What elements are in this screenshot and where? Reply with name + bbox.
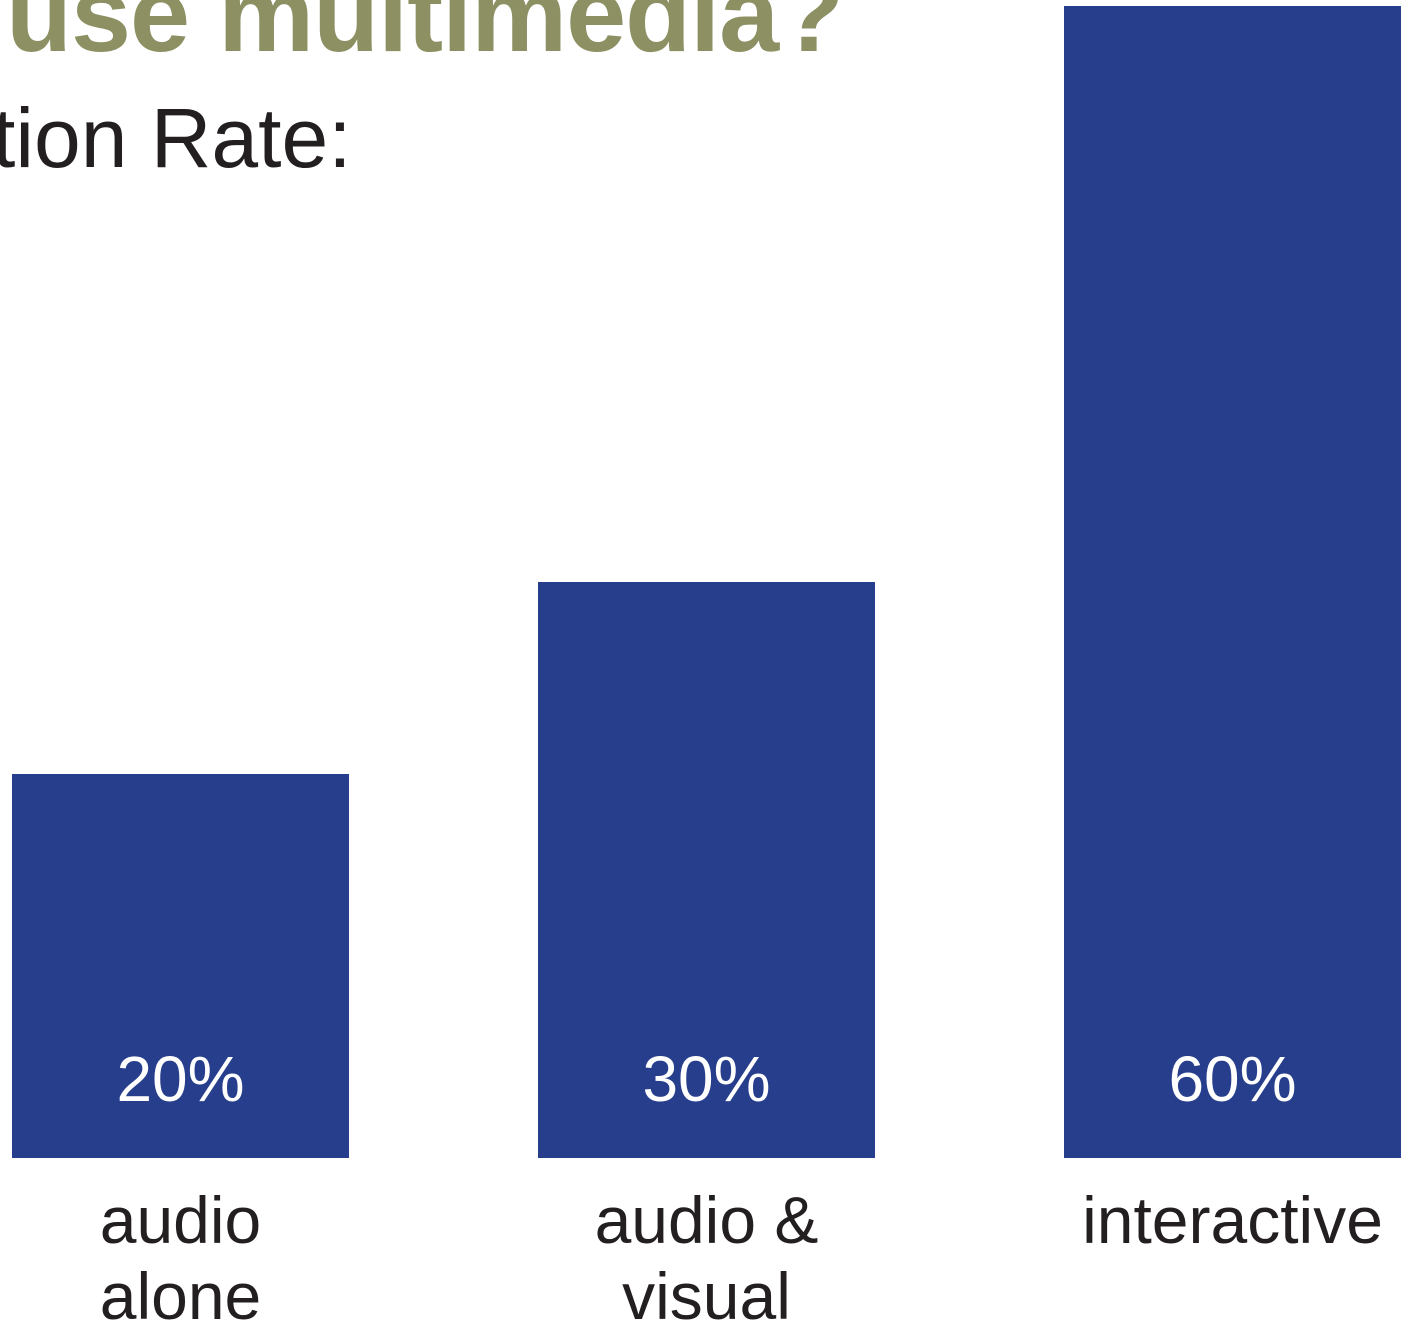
category-label-0-line-1: alone	[100, 1259, 262, 1329]
bar-value-label-2: 60%	[1168, 1043, 1296, 1115]
bar-value-label-0: 20%	[116, 1043, 244, 1115]
bar-2	[1064, 6, 1401, 1158]
category-label-2-line-0: interactive	[1082, 1183, 1383, 1257]
category-label-0-line-0: audio	[100, 1183, 262, 1257]
category-label-1-line-0: audio &	[595, 1183, 819, 1257]
bar-value-label-1: 30%	[642, 1043, 770, 1115]
category-label-1-line-1: visual	[622, 1259, 791, 1329]
